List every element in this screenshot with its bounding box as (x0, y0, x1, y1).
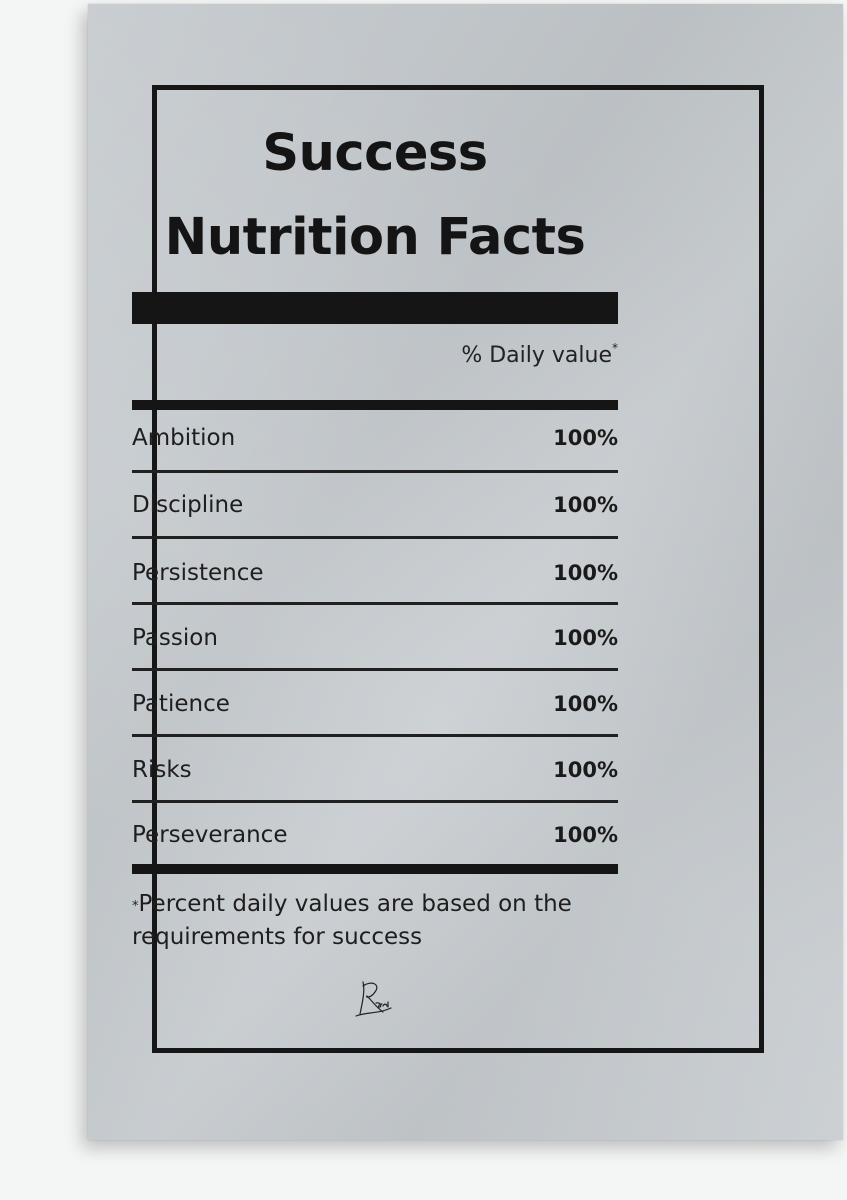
row-divider (132, 536, 618, 539)
nutrient-value: 100% (553, 692, 618, 716)
footnote: *Percent daily values are based on the r… (132, 888, 618, 954)
row-divider (132, 470, 618, 473)
nutrient-name: Discipline (132, 492, 244, 518)
nutrient-value: 100% (553, 561, 618, 585)
row-divider (132, 800, 618, 803)
daily-value-label: % Daily value (461, 343, 612, 368)
nutrient-row: Ambition 100% (132, 418, 618, 458)
nutrient-name: Persistence (132, 560, 264, 586)
row-divider (132, 734, 618, 737)
section-divider-bottom (132, 864, 618, 874)
footnote-text: Percent daily values are based on the re… (132, 891, 572, 950)
nutrient-value: 100% (553, 626, 618, 650)
nutrient-name: Patience (132, 691, 230, 717)
row-divider (132, 668, 618, 671)
signature-mark (355, 981, 392, 1017)
poster (88, 4, 843, 1140)
nutrient-row: Discipline 100% (132, 485, 618, 525)
nutrient-value: 100% (553, 493, 618, 517)
section-divider-top (132, 400, 618, 410)
nutrient-name: Passion (132, 625, 218, 651)
header-bar (132, 292, 618, 324)
daily-value-asterisk: * (612, 341, 618, 355)
daily-value-header: % Daily value* (461, 341, 618, 368)
nutrient-value: 100% (553, 823, 618, 847)
title-line-1: Success (262, 124, 488, 183)
nutrient-name: Perseverance (132, 822, 288, 848)
nutrient-value: 100% (553, 758, 618, 782)
poster-frame (152, 85, 764, 1053)
nutrient-name: Ambition (132, 425, 236, 451)
footnote-asterisk: * (132, 899, 139, 914)
title-line-2: Nutrition Facts (164, 208, 586, 267)
nutrient-row: Perseverance 100% (132, 815, 618, 855)
nutrient-row: Passion 100% (132, 618, 618, 658)
nutrient-value: 100% (553, 426, 618, 450)
nutrient-name: Risks (132, 757, 192, 783)
nutrient-row: Risks 100% (132, 750, 618, 790)
row-divider (132, 602, 618, 605)
nutrient-row: Persistence 100% (132, 553, 618, 593)
nutrient-row: Patience 100% (132, 684, 618, 724)
